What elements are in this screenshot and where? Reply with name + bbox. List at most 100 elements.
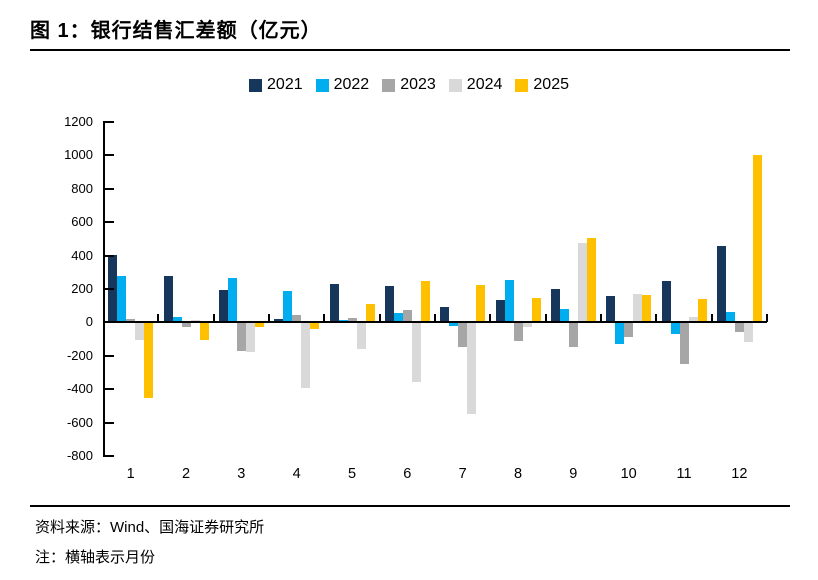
bar-2023-m11 (679, 322, 689, 365)
bar-2025-m10 (642, 294, 652, 323)
y-axis-label-1200: 1200 (64, 114, 93, 129)
bar-2022-m11 (670, 322, 680, 335)
bar-2024-m2 (190, 319, 200, 323)
x-axis-label-12: 12 (731, 466, 748, 482)
x-axis-label-8: 8 (513, 466, 523, 482)
bar-2021-m10 (606, 295, 616, 323)
y-tick-600 (103, 221, 114, 224)
bar-2023-m7 (458, 322, 468, 348)
bar-2021-m2 (163, 276, 173, 323)
legend-label-2022: 2022 (333, 76, 370, 93)
legend-item-2021: 2021 (249, 76, 303, 94)
bar-2021-m11 (661, 281, 671, 323)
legend-label-2021: 2021 (267, 76, 303, 93)
bar-2025-m12 (752, 155, 762, 323)
y-tick--800 (103, 455, 114, 457)
bar-2024-m7 (467, 322, 477, 415)
bar-2025-m11 (697, 299, 707, 323)
legend-label-2023: 2023 (400, 76, 436, 93)
legend-label-2024: 2024 (466, 76, 503, 93)
bar-2023-m3 (236, 322, 246, 351)
bar-2023-m12 (734, 322, 744, 333)
x-boundary-tick-6 (434, 314, 436, 323)
bar-2023-m9 (568, 322, 578, 347)
x-axis-zero-line (103, 321, 767, 324)
bar-2025-m3 (254, 322, 264, 328)
bar-2024-m9 (577, 243, 587, 323)
x-axis-label-10: 10 (620, 466, 637, 482)
bar-2025-m4 (310, 322, 320, 330)
bar-2022-m1 (117, 276, 127, 323)
bar-2021-m6 (384, 286, 394, 323)
y-axis-label--400: -400 (66, 381, 93, 397)
bar-2022-m7 (449, 322, 459, 326)
x-boundary-tick-7 (489, 314, 492, 323)
x-boundary-tick-12 (766, 314, 768, 323)
y-axis-label--200: -200 (66, 347, 93, 363)
x-boundary-tick-11 (710, 314, 713, 323)
y-axis-label--800: -800 (66, 448, 93, 463)
y-tick--200 (103, 354, 114, 357)
bar-2025-m1 (144, 322, 154, 399)
title-divider (30, 49, 790, 51)
bar-2024-m4 (301, 322, 311, 388)
x-boundary-tick-3 (268, 314, 270, 323)
y-tick--600 (103, 421, 114, 424)
x-boundary-tick-9 (600, 314, 602, 323)
legend-swatch-2021 (249, 78, 263, 92)
y-axis-label-0: 0 (85, 314, 93, 330)
bar-2022-m8 (504, 279, 514, 323)
bar-2023-m10 (624, 322, 634, 338)
legend-item-2023: 2023 (382, 76, 436, 94)
bar-2023-m2 (181, 322, 191, 328)
y-tick-400 (103, 254, 114, 257)
bar-2021-m3 (218, 289, 228, 323)
y-tick-200 (103, 288, 114, 290)
bar-2025-m6 (420, 280, 430, 323)
bar-2024-m10 (633, 294, 643, 323)
bar-2024-m1 (135, 322, 145, 340)
bar-2024-m6 (411, 322, 421, 382)
x-axis-label-2: 2 (181, 466, 191, 482)
source-text: 资料来源：Wind、国海证券研究所 (35, 519, 265, 536)
bar-2021-m5 (329, 283, 339, 323)
bar-2022-m9 (559, 309, 569, 323)
bar-2024-m11 (688, 317, 698, 323)
bar-2021-m8 (495, 299, 505, 323)
y-axis-label-200: 200 (71, 281, 93, 296)
chart-legend: 2021 2022 2023 2024 2025 (0, 76, 818, 94)
bar-2021-m7 (440, 306, 450, 323)
y-axis-label-600: 600 (71, 214, 93, 230)
y-axis-label-800: 800 (71, 180, 93, 196)
x-axis-label-4: 4 (292, 466, 301, 482)
x-axis-label-9: 9 (569, 466, 578, 482)
legend-item-2022: 2022 (315, 76, 370, 94)
bar-2022-m6 (393, 313, 403, 323)
y-tick-1000 (103, 154, 114, 157)
bar-2025-m8 (531, 298, 541, 323)
x-boundary-tick-4 (323, 314, 326, 323)
bar-2022-m3 (227, 278, 237, 323)
x-axis-label-11: 11 (676, 466, 692, 482)
bar-2023-m8 (513, 322, 523, 341)
bar-2022-m2 (172, 316, 182, 323)
bar-2024-m3 (245, 322, 255, 352)
bar-2024-m12 (743, 322, 753, 342)
bar-2025-m2 (199, 322, 209, 340)
bar-2024-m5 (356, 322, 366, 350)
bar-2021-m4 (274, 319, 284, 323)
y-tick--400 (103, 388, 114, 391)
bar-2022-m4 (283, 290, 293, 323)
bar-2025-m5 (365, 304, 375, 323)
bar-2025-m9 (586, 238, 596, 323)
x-boundary-tick-2 (212, 314, 215, 323)
bar-2022-m10 (615, 322, 625, 345)
legend-swatch-2024 (448, 78, 462, 92)
legend-label-2025: 2025 (533, 76, 569, 93)
x-boundary-tick-5 (378, 314, 381, 323)
x-axis-label-1: 1 (126, 466, 135, 482)
figure-title: 图 1：银行结售汇差额（亿元） (30, 20, 322, 42)
footer-divider (30, 505, 790, 507)
x-axis-label-3: 3 (237, 466, 246, 482)
